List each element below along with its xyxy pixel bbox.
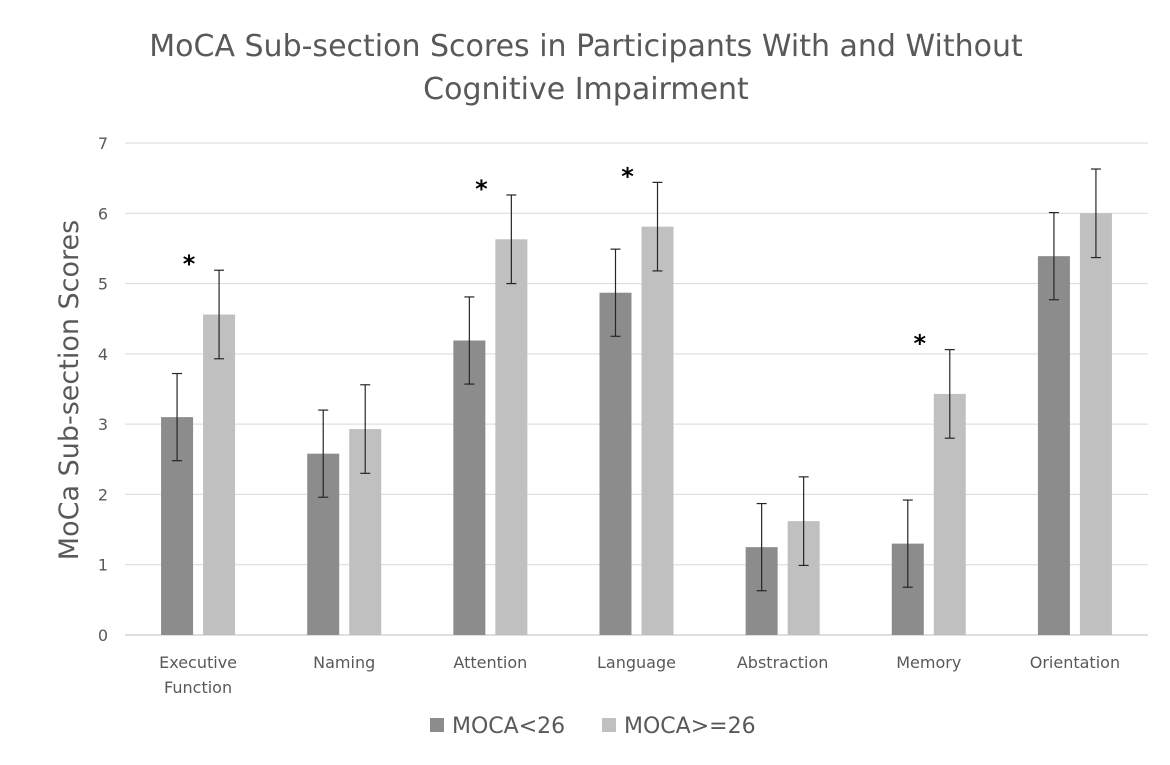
error-bar bbox=[360, 384, 371, 474]
error-bar bbox=[944, 349, 955, 439]
legend-item: MOCA<26 bbox=[430, 714, 565, 739]
x-category-label: Memory bbox=[896, 653, 961, 672]
x-category-label: Abstraction bbox=[737, 653, 829, 672]
y-tick-label: 3 bbox=[98, 415, 108, 434]
error-bar bbox=[652, 181, 663, 272]
error-bar bbox=[214, 269, 225, 360]
y-tick-label: 0 bbox=[98, 626, 108, 645]
gridlines bbox=[125, 142, 1148, 636]
chart-title: MoCA Sub-section Scores in Participants … bbox=[149, 29, 1023, 107]
legend-swatch bbox=[602, 718, 616, 732]
chart-title-line: MoCA Sub-section Scores in Participants … bbox=[149, 29, 1023, 64]
bar-moca-ge-26 bbox=[1079, 213, 1112, 636]
y-tick-label: 6 bbox=[98, 204, 108, 223]
x-category-label: Attention bbox=[453, 653, 527, 672]
legend-label: MOCA<26 bbox=[452, 714, 565, 739]
error-bar bbox=[318, 409, 329, 498]
significance-asterisk: * bbox=[914, 330, 927, 358]
legend-item: MOCA>=26 bbox=[602, 714, 756, 739]
x-category-label: Executive Function bbox=[159, 653, 237, 697]
y-axis-title: MoCa Sub-section Scores bbox=[54, 220, 85, 560]
y-tick-labels: 0 1 2 3 4 5 6 7 bbox=[98, 134, 108, 645]
bars bbox=[161, 213, 1112, 636]
x-category-label: Orientation bbox=[1030, 653, 1120, 672]
bar-moca-ge-26 bbox=[203, 314, 236, 635]
significance-asterisk: * bbox=[475, 175, 488, 203]
error-bar bbox=[506, 194, 517, 285]
significance-markers: * * * * bbox=[183, 162, 927, 357]
error-bar bbox=[902, 499, 913, 588]
legend-swatch bbox=[430, 718, 444, 732]
y-tick-label: 4 bbox=[98, 345, 108, 364]
bar-moca-lt-26 bbox=[1037, 256, 1070, 635]
error-bar bbox=[798, 476, 809, 567]
y-tick-label: 2 bbox=[98, 485, 108, 504]
significance-asterisk: * bbox=[621, 162, 634, 190]
error-bars bbox=[172, 168, 1101, 592]
bar-moca-lt-26 bbox=[599, 292, 632, 635]
x-category-labels: Executive Function Naming Attention Language… bbox=[159, 653, 1120, 697]
error-bar bbox=[756, 502, 767, 592]
legend-label: MOCA>=26 bbox=[624, 714, 756, 739]
x-category-label: Language bbox=[597, 653, 676, 672]
chart-title-line: Cognitive Impairment bbox=[423, 72, 749, 107]
error-bar bbox=[1048, 211, 1059, 301]
error-bar bbox=[464, 296, 475, 385]
y-tick-label: 7 bbox=[98, 134, 108, 153]
bar-moca-ge-26 bbox=[641, 226, 674, 635]
y-tick-label: 1 bbox=[98, 556, 108, 575]
error-bar bbox=[610, 248, 621, 337]
significance-asterisk: * bbox=[183, 250, 196, 278]
x-category-label: Naming bbox=[313, 653, 375, 672]
error-bar bbox=[1090, 168, 1101, 259]
bar-moca-lt-26 bbox=[453, 340, 486, 635]
legend: MOCA<26 MOCA>=26 bbox=[430, 714, 756, 739]
error-bar bbox=[172, 372, 183, 462]
bar-moca-ge-26 bbox=[495, 239, 528, 635]
y-tick-label: 5 bbox=[98, 275, 108, 294]
